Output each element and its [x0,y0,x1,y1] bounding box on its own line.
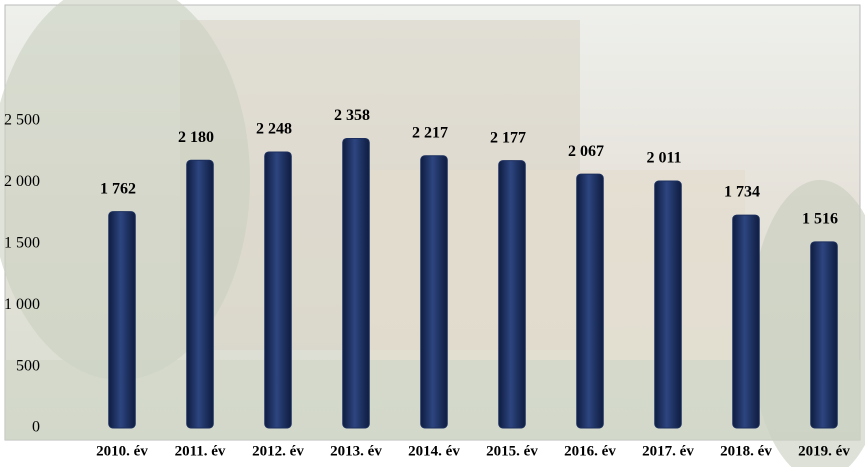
value-label: 2 177 [490,129,526,146]
bar [109,212,136,428]
y-tick-label: 2 000 [4,173,40,190]
value-label: 1 734 [724,184,760,201]
chart: 0 500 1 000 1 500 2 000 2 500 2010. év 1 762 201… [0,0,865,467]
x-tick-label: 2018. év [720,443,772,459]
value-label: 1 762 [100,180,136,197]
x-tick-label: 2019. év [798,443,850,459]
x-tick-label: 2013. év [330,443,382,459]
x-tick-label: 2011. év [175,443,226,459]
bar [655,181,682,428]
bar [811,242,838,428]
bar [733,215,760,428]
value-label: 2 067 [568,143,604,160]
bar [343,138,370,428]
x-tick-label: 2014. év [408,443,460,459]
value-label: 2 180 [178,129,214,146]
y-tick-label: 2 500 [4,112,40,129]
bar [421,156,448,428]
bar [187,160,214,428]
value-label: 2 358 [334,107,370,124]
value-label: 1 516 [802,211,838,228]
y-tick-label: 1 500 [4,234,40,251]
value-label: 2 217 [412,124,448,141]
bar [265,152,292,428]
x-tick-label: 2015. év [486,443,538,459]
page: {"chart_data": {"type": "bar", "categori… [0,0,865,467]
x-tick-label: 2010. év [96,443,148,459]
y-tick-label: 1 000 [4,296,40,313]
bar [499,161,526,428]
value-label: 2 248 [256,121,292,138]
y-tick-label: 500 [16,357,40,374]
x-tick-label: 2017. év [642,443,694,459]
x-tick-label: 2016. év [564,443,616,459]
y-tick-label: 0 [32,419,40,436]
bar [577,174,604,428]
value-label: 2 011 [646,150,681,167]
x-tick-label: 2012. év [252,443,304,459]
